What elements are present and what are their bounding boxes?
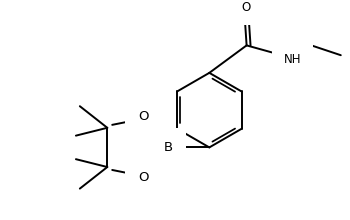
- Text: O: O: [241, 1, 250, 14]
- Text: O: O: [138, 171, 149, 184]
- Text: B: B: [163, 141, 173, 154]
- Text: NH: NH: [284, 53, 301, 66]
- Text: O: O: [138, 110, 149, 123]
